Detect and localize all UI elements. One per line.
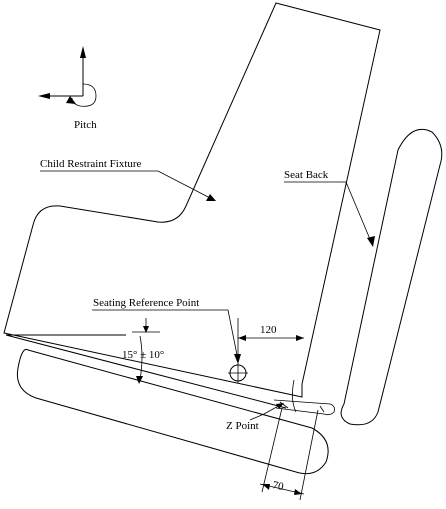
crf-leader	[40, 170, 215, 201]
dim-70-arrow-left	[262, 484, 270, 490]
sr-tick-arrow	[143, 326, 149, 333]
dim-70-arrow-right	[294, 489, 302, 495]
z-point-label: Z Point	[226, 420, 259, 432]
dim-70-ext-left	[261, 407, 283, 493]
dim-120-label: 120	[260, 324, 277, 336]
child-restraint-fixture-outline	[3, 2, 381, 398]
z-point-arrow	[276, 403, 284, 409]
seat-back-leader-arrow	[367, 236, 375, 247]
seat-back-leader	[284, 181, 373, 245]
pitch-axis-left-arrow	[38, 93, 50, 99]
seat-back-cushion	[340, 128, 443, 426]
pitch-label: Pitch	[74, 119, 97, 131]
slot-tick-2	[319, 405, 325, 413]
angle-label: 15° ± 10°	[122, 349, 164, 361]
seat-cushion	[16, 348, 329, 475]
srp-leader-arrow	[234, 354, 241, 364]
child-restraint-fixture-label: Child Restraint Fixture	[40, 158, 142, 170]
dim-120-arrow-right	[296, 335, 304, 341]
rear-slot-detail	[273, 399, 335, 416]
z-point-leader	[249, 403, 283, 421]
dim-70-label: 70	[271, 479, 285, 493]
seat-pan-reference-line	[5, 334, 287, 409]
angle-arrow	[136, 376, 143, 384]
crf-leader-arrow	[206, 194, 216, 201]
dim-120-arrow-left	[238, 335, 246, 341]
pitch-rotation-arc	[71, 83, 97, 107]
dim-70-ext-right	[299, 409, 319, 501]
pitch-axis-up-arrow	[80, 46, 86, 58]
seat-back-label: Seat Back	[284, 169, 329, 181]
slot-tick-1	[279, 401, 289, 409]
seating-reference-point-label: Seating Reference Point	[93, 297, 199, 309]
slot-hook	[292, 379, 297, 413]
srp-leader	[92, 309, 239, 361]
pitch-rotation-arrow	[66, 96, 76, 104]
